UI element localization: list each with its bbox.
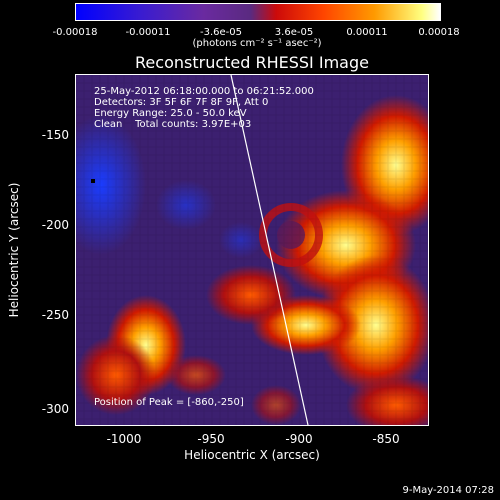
x-tick: -950 <box>197 432 225 446</box>
colorbar-tick: -0.00011 <box>125 27 171 38</box>
info-detectors: Detectors: 3F 5F 6F 7F 8F 9F, Att 0 <box>94 97 269 108</box>
y-tick: -300 <box>41 402 69 416</box>
info-clean: Clean Total counts: 3.97E+03 <box>94 119 252 130</box>
colorbar-tick: 3.6e-05 <box>274 27 314 38</box>
x-tick: -900 <box>285 432 313 446</box>
colorbar-tick: -3.6e-05 <box>200 27 242 38</box>
info-peak: Position of Peak = [-860,-250] <box>94 397 244 408</box>
colorbar-tick: 0.00011 <box>346 27 388 38</box>
x-axis-label: Heliocentric X (arcsec) <box>184 448 320 462</box>
colorbar-tick: 0.00018 <box>418 27 460 38</box>
colorbar-unit: (photons cm⁻² s⁻¹ asec⁻²) <box>192 38 322 49</box>
image-title: Reconstructed RHESSI Image <box>135 53 369 72</box>
x-tick: -1000 <box>106 432 142 446</box>
rhessi-image: 25-May-2012 06:18:00.000 to 06:21:52.000… <box>75 74 429 426</box>
y-tick: -250 <box>41 308 69 322</box>
y-tick: -150 <box>41 128 69 142</box>
solar-limb-line <box>230 75 309 425</box>
info-time: 25-May-2012 06:18:00.000 to 06:21:52.000 <box>94 86 314 97</box>
y-tick: -200 <box>41 218 69 232</box>
colorbar-tick: -0.00018 <box>52 27 98 38</box>
rhessi-image-canvas <box>76 75 428 425</box>
x-tick: -850 <box>372 432 400 446</box>
y-axis-label: Heliocentric Y (arcsec) <box>7 182 21 318</box>
info-energy: Energy Range: 25.0 - 50.0 keV <box>94 108 247 119</box>
timestamp: 9-May-2014 07:28 <box>402 485 494 496</box>
colorbar <box>75 3 441 21</box>
